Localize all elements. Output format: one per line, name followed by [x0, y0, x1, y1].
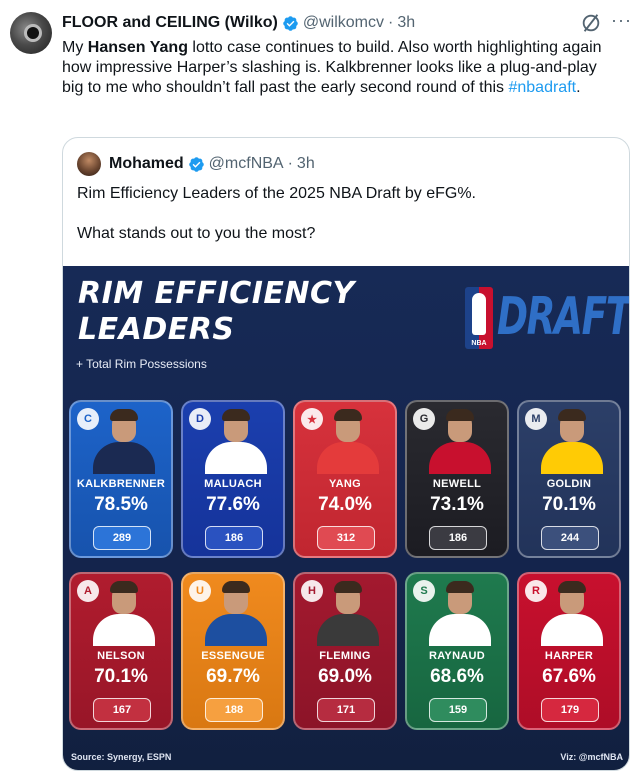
player-card-kalkbrenner: C KALKBRENNER 78.5% 289: [69, 400, 173, 558]
author-handle[interactable]: @wilkomcv: [302, 14, 384, 31]
infographic-subtitle: + Total Rim Possessions: [76, 357, 207, 371]
player-efg: 70.1%: [542, 494, 596, 515]
player-photo: [71, 402, 171, 474]
dot-separator: ·: [287, 155, 293, 172]
player-name: MALUACH: [204, 478, 262, 490]
quote-time: 3h: [296, 155, 315, 172]
player-card-harper: R HARPER 67.6% 179: [517, 572, 621, 730]
bold-text: Hansen Yang: [87, 39, 188, 56]
player-card-yang: ★ YANG 74.0% 312: [293, 400, 397, 558]
player-photo: [519, 402, 619, 474]
player-photo: [519, 574, 619, 646]
quote-text: Rim Efficiency Leaders of the 2025 NBA D…: [77, 185, 476, 242]
author-name[interactable]: FLOOR and CEILING (Wilko): [62, 14, 278, 31]
player-efg: 77.6%: [206, 494, 260, 515]
verified-badge-icon: [188, 156, 204, 172]
player-card-nelson: A NELSON 70.1% 167: [69, 572, 173, 730]
player-photo: [295, 574, 395, 646]
player-photo: [71, 574, 171, 646]
player-efg: 78.5%: [94, 494, 148, 515]
viz-credit: Viz: @mcfNBA: [560, 752, 623, 762]
player-name: GOLDIN: [546, 478, 592, 490]
quote-header: Mohamed @mcfNBA · 3h: [109, 154, 315, 174]
quote-author-avatar: [77, 152, 101, 176]
player-name: RAYNAUD: [428, 650, 486, 662]
player-name: NEWELL: [432, 478, 482, 490]
player-efg: 68.6%: [430, 666, 484, 687]
player-name: HARPER: [544, 650, 594, 662]
player-name: YANG: [329, 478, 361, 490]
player-card-goldin: M GOLDIN 70.1% 244: [517, 400, 621, 558]
team-logo-icon: D: [189, 408, 211, 430]
tweet-header: FLOOR and CEILING (Wilko) @wilkomcv · 3h: [62, 13, 415, 33]
dot-separator: ·: [387, 14, 394, 31]
team-logo-icon: C: [77, 408, 99, 430]
player-card-essengue: U ESSENGUE 69.7% 188: [181, 572, 285, 730]
player-photo: [407, 402, 507, 474]
team-logo-icon: U: [189, 580, 211, 602]
player-card-maluach: D MALUACH 77.6% 186: [181, 400, 285, 558]
player-card-fleming: H FLEMING 69.0% 171: [293, 572, 397, 730]
player-photo: [183, 402, 283, 474]
tweet-text: My Hansen Yang lotto case continues to b…: [62, 39, 602, 96]
source-credit: Source: Synergy, ESPN: [71, 752, 172, 762]
player-name: FLEMING: [319, 650, 371, 662]
hashtag-link[interactable]: #nbadraft: [508, 79, 577, 96]
player-possessions: 188: [205, 698, 263, 722]
team-logo-icon: H: [301, 580, 323, 602]
player-name: ESSENGUE: [201, 650, 265, 662]
player-possessions: 171: [317, 698, 375, 722]
tweet-time[interactable]: 3h: [397, 14, 416, 31]
more-options-icon[interactable]: ···: [611, 10, 632, 30]
player-efg: 73.1%: [430, 494, 484, 515]
team-logo-icon: G: [413, 408, 435, 430]
player-efg: 69.0%: [318, 666, 372, 687]
quoted-tweet[interactable]: Mohamed @mcfNBA · 3h Rim Efficiency Lead…: [62, 137, 630, 771]
grok-icon[interactable]: [580, 12, 602, 34]
player-possessions: 289: [93, 526, 151, 550]
draft-logo-text: DRAFT: [497, 287, 630, 347]
player-possessions: 186: [429, 526, 487, 550]
quote-author-name: Mohamed: [109, 155, 184, 172]
player-photo: [407, 574, 507, 646]
player-possessions: 179: [541, 698, 599, 722]
player-efg: 69.7%: [206, 666, 260, 687]
player-efg: 74.0%: [318, 494, 372, 515]
nba-logo-icon: NBA: [465, 287, 493, 349]
player-photo: [295, 402, 395, 474]
team-logo-icon: ★: [301, 408, 323, 430]
infographic-title: RIM EFFICIENCY LEADERS: [78, 276, 355, 347]
player-possessions: 244: [541, 526, 599, 550]
player-card-raynaud: S RAYNAUD 68.6% 159: [405, 572, 509, 730]
author-avatar[interactable]: [10, 12, 52, 54]
verified-badge-icon: [283, 15, 298, 31]
quote-author-handle: @mcfNBA: [208, 155, 284, 172]
player-possessions: 167: [93, 698, 151, 722]
team-logo-icon: M: [525, 408, 547, 430]
player-efg: 70.1%: [94, 666, 148, 687]
player-card-newell: G NEWELL 73.1% 186: [405, 400, 509, 558]
team-logo-icon: A: [77, 580, 99, 602]
infographic-image[interactable]: RIM EFFICIENCY LEADERS + Total Rim Posse…: [63, 266, 630, 770]
player-photo: [183, 574, 283, 646]
player-efg: 67.6%: [542, 666, 596, 687]
player-name: KALKBRENNER: [76, 478, 166, 490]
player-possessions: 186: [205, 526, 263, 550]
player-name: NELSON: [97, 650, 145, 662]
team-logo-icon: S: [413, 580, 435, 602]
team-logo-icon: R: [525, 580, 547, 602]
player-possessions: 159: [429, 698, 487, 722]
player-possessions: 312: [317, 526, 375, 550]
